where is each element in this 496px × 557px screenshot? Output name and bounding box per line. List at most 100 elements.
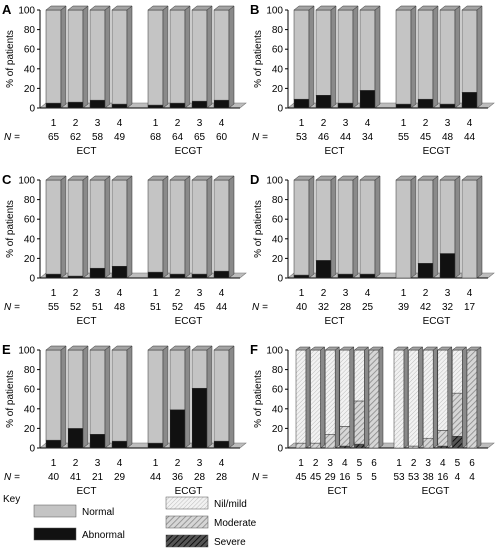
key: Key Normal Abnormal Nil/mild Moderate Severe [3, 494, 257, 548]
bar-segment-normal [67, 349, 84, 429]
bar-top [213, 175, 235, 181]
x-tick-label: 4 [219, 458, 225, 469]
bar-segment-abnormal [147, 271, 164, 279]
bar-segment-normal [89, 9, 106, 101]
key-label-abnormal: Abnormal [82, 530, 125, 541]
bar-segment-normal [111, 179, 128, 267]
y-tick-label: 40 [24, 404, 36, 415]
bar-segment-normal [461, 9, 478, 93]
bar-side [60, 5, 67, 109]
y-axis-label: % of patients [5, 370, 16, 428]
y-axis-label: % of patients [5, 200, 16, 258]
x-tick-label: 3 [445, 118, 451, 129]
x-tick-label: 3 [197, 288, 203, 299]
bar-segment-normal [439, 9, 456, 105]
bar-segment-abnormal [417, 263, 434, 279]
bar-segment-abnormal [169, 409, 186, 449]
bar-segment-normal [45, 179, 62, 275]
bar-segment-abnormal [169, 273, 186, 279]
bar-side [330, 175, 337, 279]
n-value: 45 [295, 472, 307, 483]
n-value: 46 [318, 132, 330, 143]
bar-side [334, 346, 340, 449]
bar-side [184, 5, 191, 109]
bar-side [184, 345, 191, 449]
x-tick-label: 2 [321, 288, 327, 299]
x-tick-label: 5 [455, 458, 461, 469]
y-tick-label: 60 [24, 45, 36, 56]
bar-segment-moderate [437, 430, 449, 447]
bar-segment-normal [169, 179, 186, 275]
bar-side [378, 346, 384, 449]
n-label: N = [252, 472, 268, 483]
n-value: 34 [362, 132, 374, 143]
y-tick-label: 100 [18, 346, 35, 357]
bar-segment-moderate [368, 349, 380, 449]
bar-segment-normal [359, 9, 376, 91]
bar-side [228, 5, 235, 109]
bar-segment-abnormal [417, 98, 434, 109]
x-tick-label: 4 [219, 288, 225, 299]
group-label: ECGT [175, 486, 203, 497]
bar-segment-normal [67, 179, 84, 277]
group-label: ECGT [422, 486, 450, 497]
bar-segment-nil-mild [354, 349, 365, 402]
x-tick-label: 6 [469, 458, 475, 469]
group-label: ECGT [423, 316, 451, 327]
bar-segment-abnormal [315, 95, 332, 109]
bar-segment-normal [67, 9, 84, 103]
n-value: 5 [371, 472, 377, 483]
bar-side [228, 345, 235, 449]
x-tick-label: 3 [197, 118, 203, 129]
bar-segment-normal [45, 9, 62, 104]
bar-segment-normal [337, 9, 354, 104]
n-value: 32 [442, 302, 454, 313]
bar-segment-abnormal [169, 102, 186, 109]
bar-segment-severe [437, 445, 449, 449]
bar-segment-moderate [339, 426, 351, 447]
x-tick-label: 2 [175, 458, 181, 469]
y-tick-label: 0 [29, 104, 35, 115]
x-tick-label: 4 [440, 458, 446, 469]
x-tick-label: 2 [313, 458, 319, 469]
bar-top [213, 345, 235, 351]
y-tick-label: 40 [272, 64, 284, 75]
bar-top [191, 5, 213, 11]
y-tick-label: 80 [24, 25, 36, 36]
bar-side [82, 5, 89, 109]
n-value: 45 [420, 132, 432, 143]
bar-top [359, 175, 381, 181]
y-tick-label: 100 [18, 176, 35, 187]
bar-top [147, 345, 169, 351]
bar-top [89, 345, 111, 351]
bar-top [111, 5, 133, 11]
bar-side [126, 175, 133, 279]
bar-segment-moderate [310, 442, 321, 449]
bar-side [104, 175, 111, 279]
n-value: 4 [455, 472, 461, 483]
bar-segment-normal [147, 9, 164, 106]
x-tick-label: 4 [219, 118, 225, 129]
bar-top [293, 5, 315, 11]
bar-segment-normal [439, 179, 456, 254]
y-tick-label: 60 [24, 385, 36, 396]
bar-side [104, 5, 111, 109]
n-value: 58 [92, 132, 104, 143]
bar-segment-abnormal [191, 273, 208, 279]
bar-side [410, 5, 417, 109]
x-tick-label: 2 [423, 288, 429, 299]
n-value: 5 [357, 472, 363, 483]
bar-segment-moderate [295, 442, 307, 449]
x-tick-label: 1 [396, 458, 402, 469]
bar-top [191, 175, 213, 181]
bar-segment-abnormal [89, 99, 106, 109]
bar-top [353, 346, 370, 351]
x-tick-label: 3 [343, 118, 349, 129]
bar-top [111, 175, 133, 181]
bar-top [359, 5, 381, 11]
x-tick-label: 3 [95, 458, 101, 469]
n-value: 60 [216, 132, 228, 143]
bar-side [228, 175, 235, 279]
bar-segment-normal [395, 179, 412, 279]
